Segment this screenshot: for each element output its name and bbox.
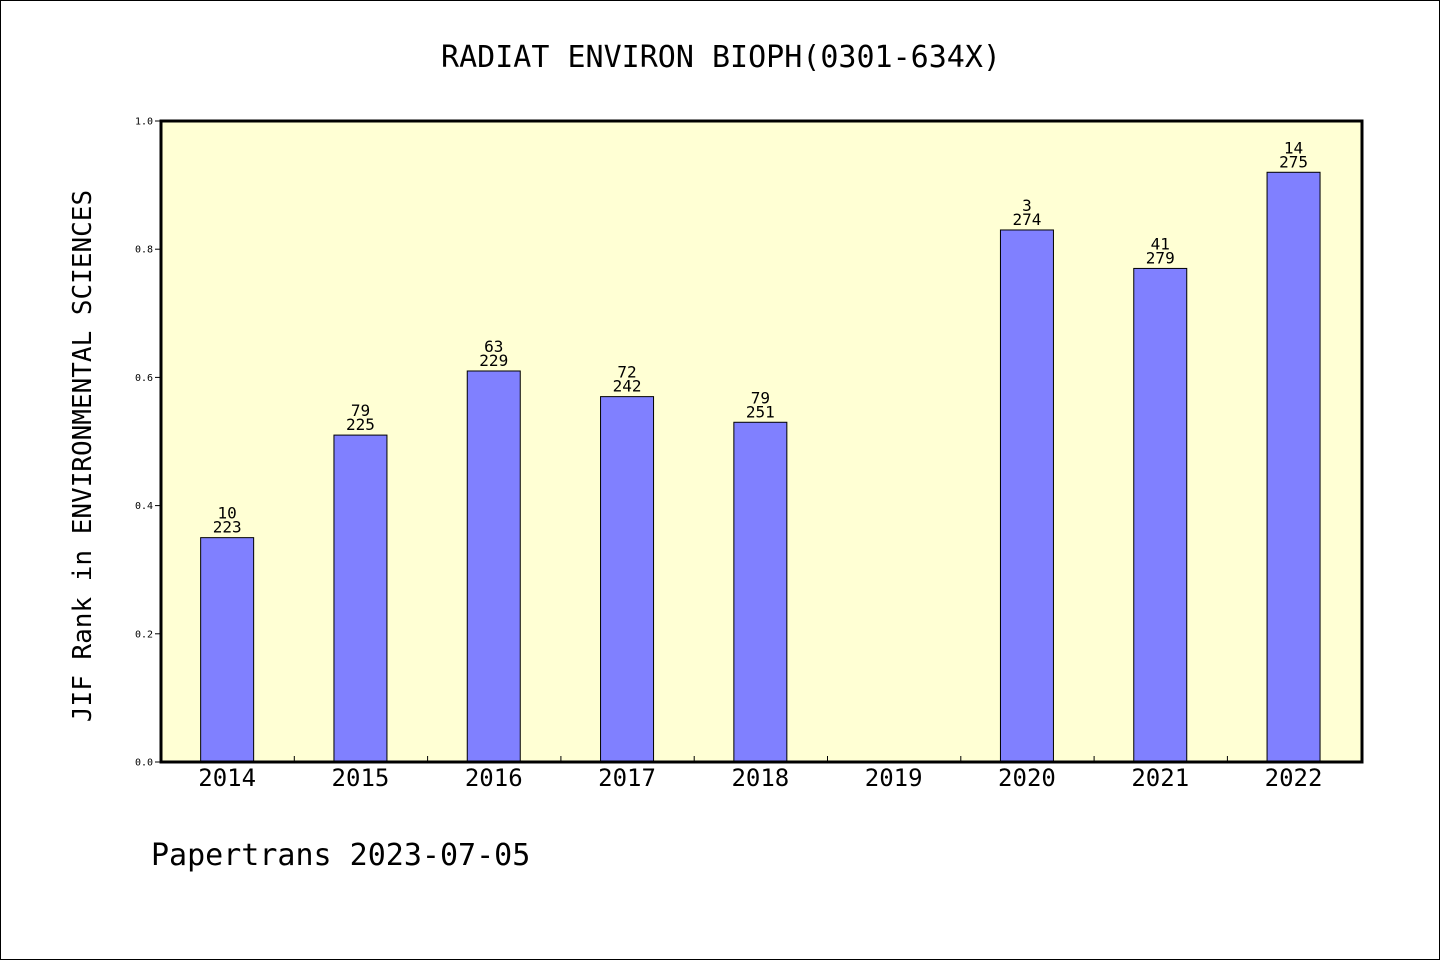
x-tick-label: 2021 <box>1131 764 1189 792</box>
bar <box>999 229 1054 763</box>
chart-title: RADIAT ENVIRON BIOPH(0301-634X) <box>441 40 1001 75</box>
y-axis-label: JIF Rank in ENVIRONMENTAL SCIENCES <box>68 190 98 722</box>
bar <box>200 537 255 763</box>
bar-total-label: 229 <box>479 351 508 370</box>
x-tick-label: 2019 <box>865 764 923 792</box>
bar-rank-label: 10 <box>218 504 237 523</box>
y-tick-label: 0.0 <box>135 758 153 769</box>
bar <box>333 434 388 763</box>
bar-total-label: 242 <box>613 377 642 396</box>
bar-rank-label: 3 <box>1022 196 1032 215</box>
bar-total-label: 279 <box>1146 248 1175 267</box>
bar-rank-label: 79 <box>351 401 370 420</box>
y-tick-label: 0.8 <box>135 245 153 256</box>
bars-group <box>200 171 1321 763</box>
bar-rank-label: 79 <box>751 388 770 407</box>
y-tick-label: 1.0 <box>135 117 153 128</box>
y-tick-label: 0.2 <box>135 629 153 640</box>
bar <box>1266 171 1321 763</box>
bar-rank-label: 72 <box>617 363 636 382</box>
x-tick-label: 2017 <box>598 764 656 792</box>
x-tick-label: 2018 <box>731 764 789 792</box>
bar-total-label: 274 <box>1012 210 1041 229</box>
x-tick-label: 2020 <box>998 764 1056 792</box>
bar-total-label: 275 <box>1279 152 1308 171</box>
x-tick-label: 2022 <box>1265 764 1323 792</box>
bar <box>1133 267 1188 763</box>
y-tick-label: 0.4 <box>135 501 153 512</box>
bar-total-label: 225 <box>346 415 375 434</box>
plot-border <box>159 119 1364 764</box>
x-tick-label: 2016 <box>465 764 523 792</box>
bar-total-label: 223 <box>213 518 242 537</box>
bar-rank-label: 14 <box>1284 138 1303 157</box>
bar-total-label: 251 <box>746 402 775 421</box>
x-tick-label: 2015 <box>332 764 390 792</box>
y-tick-label: 0.6 <box>135 373 153 384</box>
bar <box>600 396 655 763</box>
bar-rank-label: 41 <box>1151 234 1170 253</box>
ticks-group: 0.0 0.2 0.4 0.6 0.8 1.0 2014 2015 2016 2017 2018 20… <box>135 117 1323 793</box>
x-tick-label: 2014 <box>198 764 256 792</box>
footer-text: Papertrans 2023-07-05 <box>151 838 530 873</box>
bar <box>466 370 521 763</box>
bar-rank-label: 63 <box>484 337 503 356</box>
bar <box>733 421 788 763</box>
